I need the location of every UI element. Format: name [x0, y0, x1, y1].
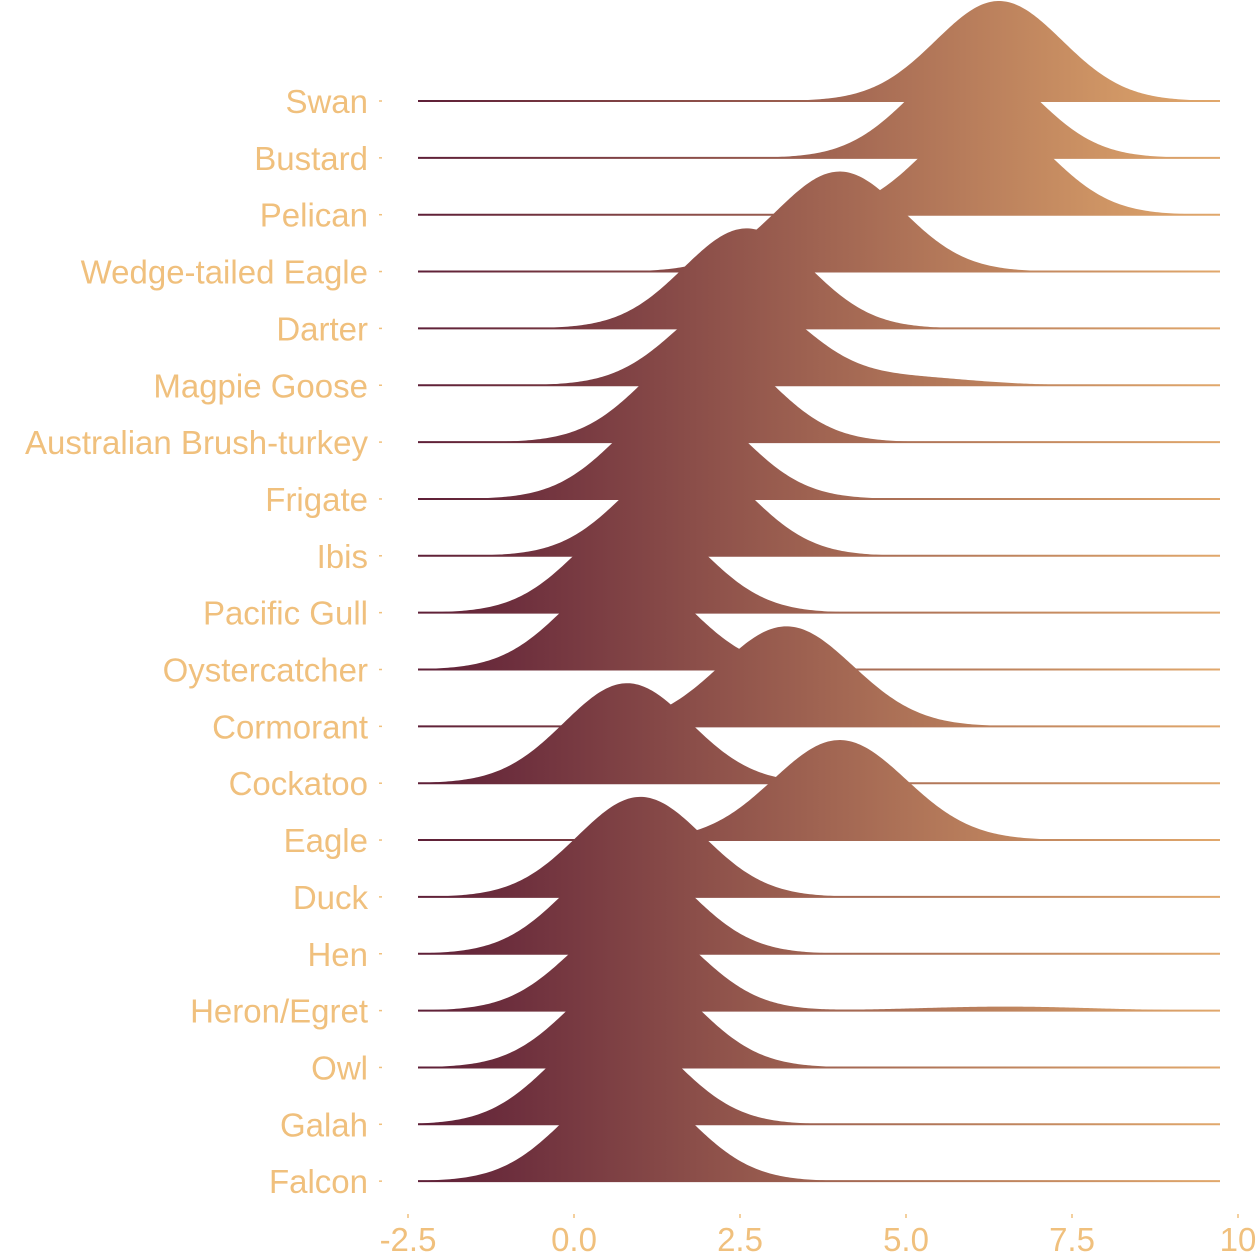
ridge-hen [418, 853, 1220, 954]
y-tick-label: Darter [276, 310, 368, 347]
x-axis: -2.5 0.0 2.5 5.0 7.5 10 [380, 1214, 1257, 1258]
ridge-eagle [418, 740, 1220, 841]
y-tick-label: Frigate [265, 481, 368, 518]
x-tick-label: 10 [1220, 1221, 1257, 1258]
ridge-ibis [418, 455, 1220, 556]
y-tick-label: Cormorant [212, 708, 368, 745]
ridge-bustard [418, 57, 1220, 158]
y-tick-label: Wedge-tailed Eagle [81, 254, 368, 291]
y-tick-label: Pacific Gull [203, 595, 368, 632]
ridge-cockatoo [418, 683, 1220, 784]
y-tick-label: Swan [285, 83, 368, 120]
y-tick-label: Galah [280, 1106, 368, 1143]
y-tick-label: Australian Brush-turkey [25, 424, 368, 461]
ridge-swan [418, 1, 1220, 101]
y-tick-label: Ibis [317, 538, 368, 575]
y-tick-label: Cockatoo [229, 765, 368, 802]
ridge-pacific-gull [418, 512, 1220, 613]
ridges-layer [418, 1, 1220, 1183]
ridge-darter [418, 228, 1220, 329]
y-tick-label: Heron/Egret [190, 993, 368, 1030]
x-tick-label: 2.5 [717, 1221, 763, 1258]
x-tick-label: 5.0 [883, 1221, 929, 1258]
ridge-oystercatcher [418, 569, 1220, 670]
y-tick-label: Hen [307, 936, 368, 973]
x-tick-label: -2.5 [380, 1221, 437, 1258]
y-tick-label: Oystercatcher [163, 652, 368, 689]
y-tick-label: Magpie Goose [153, 367, 368, 404]
y-tick-label: Eagle [284, 822, 368, 859]
y-tick-label: Owl [311, 1049, 368, 1086]
ridge-magpie-goose [418, 292, 1220, 386]
ridge-cormorant [418, 626, 1220, 727]
x-tick-label: 7.5 [1049, 1221, 1095, 1258]
y-tick-label: Pelican [260, 197, 368, 234]
ridge-frigate [418, 398, 1220, 499]
y-axis: Swan Bustard Pelican Wedge-tailed Eagle Dart… [25, 83, 382, 1200]
ridge-australian-brush-turkey [418, 342, 1220, 443]
y-tick-label: Bustard [254, 140, 368, 177]
x-tick-label: 0.0 [551, 1221, 597, 1258]
y-tick-label: Falcon [269, 1163, 368, 1200]
ridge-pelican [418, 114, 1220, 215]
ridge-wedge-tailed-eagle [418, 171, 1220, 272]
y-tick-label: Duck [293, 879, 369, 916]
ridge-falcon [418, 1081, 1220, 1182]
